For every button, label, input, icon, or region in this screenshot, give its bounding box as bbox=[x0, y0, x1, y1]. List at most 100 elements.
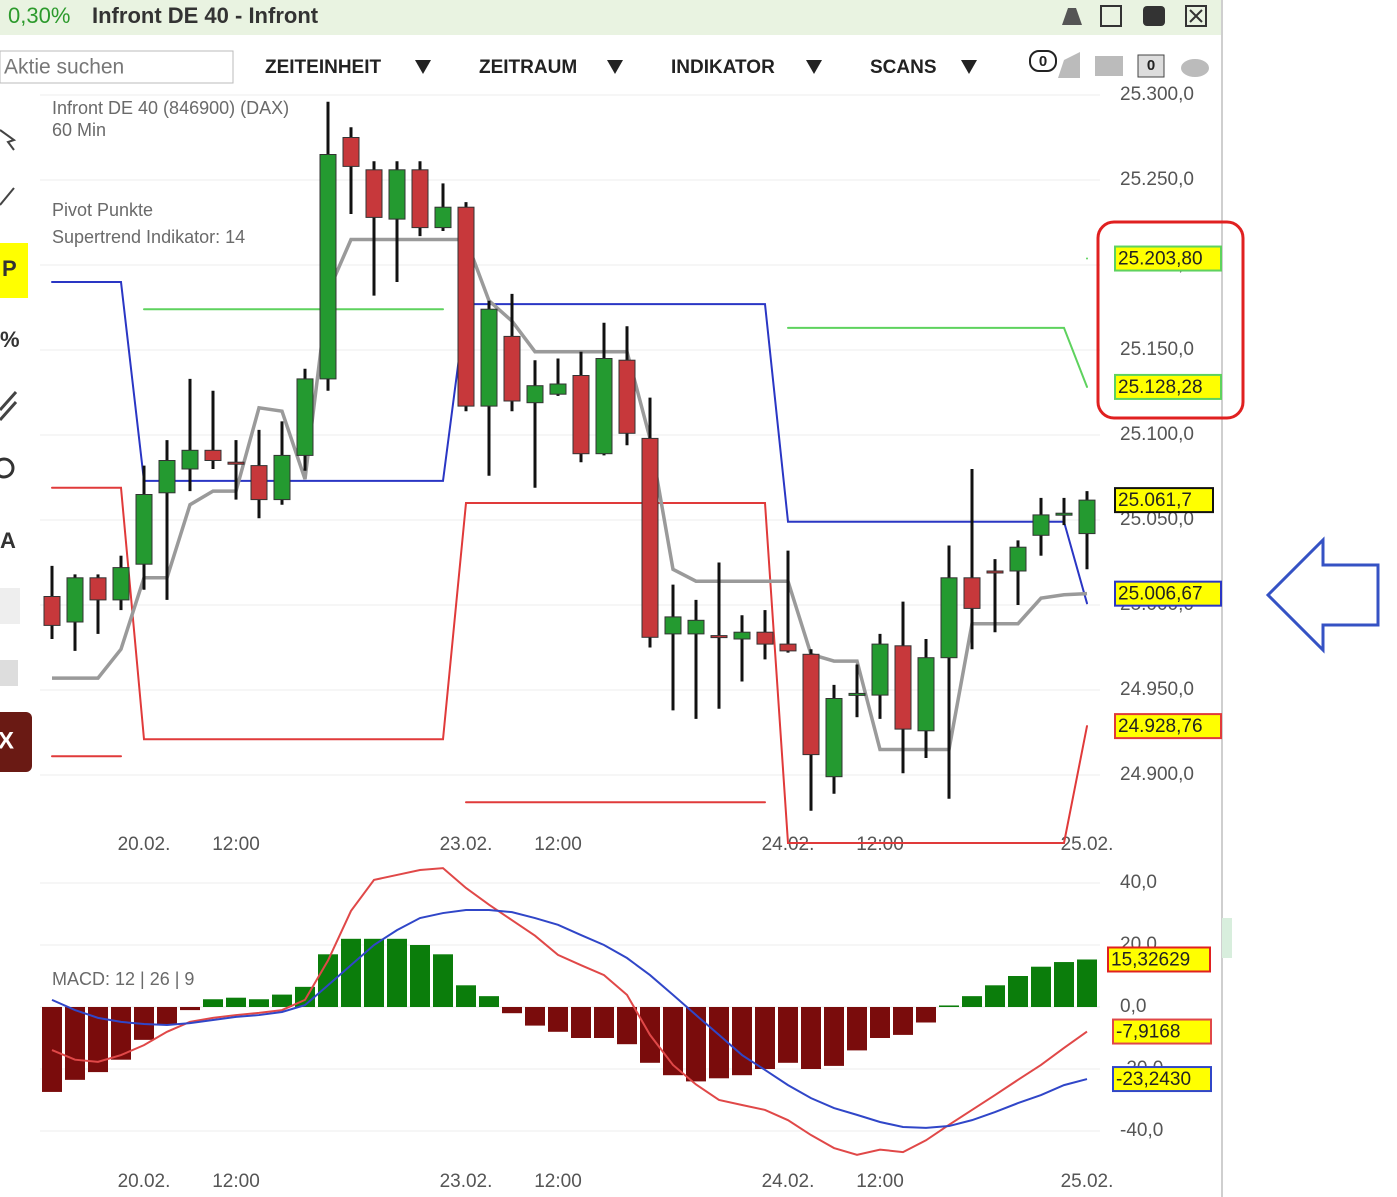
histogram-bar bbox=[548, 1007, 568, 1032]
candle-body bbox=[802, 653, 820, 756]
histogram-bar bbox=[272, 994, 292, 1007]
histogram-bar bbox=[364, 938, 384, 1007]
tool-button[interactable] bbox=[0, 712, 32, 772]
histogram-bar bbox=[479, 996, 499, 1007]
tool-label[interactable]: A bbox=[0, 528, 16, 553]
plot-clip bbox=[43, 101, 1096, 844]
histogram-bar bbox=[962, 996, 982, 1007]
candle-body bbox=[756, 631, 774, 645]
line-tool[interactable] bbox=[0, 187, 15, 206]
y-tick-label: -40,0 bbox=[1120, 1120, 1163, 1141]
window-controls[interactable] bbox=[1062, 5, 1207, 27]
menu[interactable]: SCANS bbox=[870, 57, 937, 78]
chart-title: Infront DE 40 (846900) (DAX) bbox=[52, 98, 289, 118]
candle-body bbox=[319, 154, 337, 380]
candle-body bbox=[204, 449, 222, 461]
alarm-icon[interactable] bbox=[1062, 8, 1082, 25]
x-tick-label: 23.02. bbox=[440, 1171, 493, 1192]
menu-arrow[interactable] bbox=[961, 60, 977, 74]
histogram-bar bbox=[249, 999, 269, 1007]
plot-clip bbox=[42, 867, 1097, 1156]
x-tick-label: 12:00 bbox=[856, 834, 904, 855]
pivot-line bbox=[51, 486, 1088, 844]
watchlist-icon[interactable] bbox=[1095, 56, 1123, 76]
price-label: -7,9168 bbox=[1116, 1022, 1180, 1043]
menu-arrow[interactable] bbox=[806, 60, 822, 74]
histogram-bar bbox=[226, 997, 246, 1007]
candle-body bbox=[963, 577, 981, 609]
alert-icon[interactable] bbox=[1058, 52, 1080, 78]
candle-body bbox=[1032, 514, 1050, 536]
menu[interactable]: ZEITRAUM bbox=[479, 57, 577, 78]
buy-sell-tool[interactable] bbox=[0, 588, 20, 624]
candle-body bbox=[181, 449, 199, 470]
x-tick-label: 25.02. bbox=[1061, 1171, 1114, 1192]
candle-body bbox=[940, 577, 958, 659]
candle-body bbox=[618, 359, 636, 434]
candle-body bbox=[894, 645, 912, 730]
change: 0,30% bbox=[8, 3, 70, 28]
candle-body bbox=[503, 335, 521, 402]
price-label: 25.006,67 bbox=[1118, 584, 1203, 605]
candle-body bbox=[710, 635, 728, 639]
histogram-bar bbox=[341, 938, 361, 1007]
price-label: 15,32629 bbox=[1111, 950, 1190, 971]
candle-body bbox=[572, 375, 590, 455]
candle-body bbox=[1055, 512, 1073, 516]
macd-line bbox=[51, 867, 1088, 1156]
price-label: 25.128,28 bbox=[1118, 377, 1203, 398]
badge[interactable] bbox=[1029, 50, 1057, 72]
menu[interactable]: INDIKATOR bbox=[671, 57, 775, 78]
detach-button[interactable] bbox=[1100, 5, 1122, 27]
cloud-icon[interactable] bbox=[1181, 59, 1209, 77]
candle-body bbox=[250, 465, 268, 501]
scroll-handle[interactable] bbox=[1222, 918, 1232, 958]
tool-label[interactable]: % bbox=[0, 327, 20, 352]
histogram-bar bbox=[88, 1007, 108, 1073]
sound-tool[interactable] bbox=[0, 660, 18, 686]
restore-button[interactable] bbox=[1143, 6, 1165, 26]
histogram-bar bbox=[939, 1005, 959, 1007]
close-icon bbox=[1189, 9, 1203, 23]
candle-body bbox=[480, 308, 498, 407]
menu-arrow[interactable] bbox=[415, 60, 431, 74]
tool-label: X bbox=[0, 727, 14, 754]
price-label-box bbox=[1112, 1018, 1212, 1045]
tool-button[interactable] bbox=[0, 243, 28, 298]
histogram-bar bbox=[1031, 966, 1051, 1007]
circle-tool[interactable] bbox=[0, 457, 15, 479]
candle-body bbox=[526, 385, 544, 404]
histogram-bar bbox=[502, 1007, 522, 1014]
histogram-bar bbox=[180, 1007, 200, 1011]
search-placeholder: Aktie suchen bbox=[4, 56, 124, 79]
search-input[interactable] bbox=[0, 50, 234, 84]
pivot-line bbox=[51, 755, 766, 804]
y-tick-label: 40,0 bbox=[1120, 872, 1157, 893]
price-label: 25.061,7 bbox=[1118, 490, 1192, 511]
candle-body bbox=[664, 616, 682, 635]
histogram-bar bbox=[433, 954, 453, 1007]
price-label-box bbox=[1114, 373, 1222, 400]
candle-body bbox=[434, 206, 452, 229]
histogram-bar bbox=[525, 1007, 545, 1026]
candle-body bbox=[365, 169, 383, 218]
candle-body bbox=[89, 577, 107, 601]
menu[interactable]: ZEITEINHEIT bbox=[265, 57, 382, 78]
badge[interactable] bbox=[1137, 54, 1165, 78]
histogram-bar bbox=[870, 1007, 890, 1038]
close-button[interactable] bbox=[1185, 5, 1207, 27]
indicator-name: Supertrend Indikator: 14 bbox=[52, 227, 245, 247]
histogram-bar bbox=[755, 1007, 775, 1069]
histogram-bar bbox=[847, 1007, 867, 1051]
menu-arrow[interactable] bbox=[607, 60, 623, 74]
candle-body bbox=[112, 567, 130, 601]
histogram-bar bbox=[893, 1007, 913, 1035]
price-label-box bbox=[1114, 580, 1222, 607]
candle-body bbox=[848, 692, 866, 696]
cursor-tool[interactable] bbox=[0, 129, 17, 151]
histogram-bar bbox=[42, 1007, 62, 1092]
channel-tool[interactable] bbox=[0, 391, 18, 421]
histogram-bar bbox=[157, 1007, 177, 1025]
